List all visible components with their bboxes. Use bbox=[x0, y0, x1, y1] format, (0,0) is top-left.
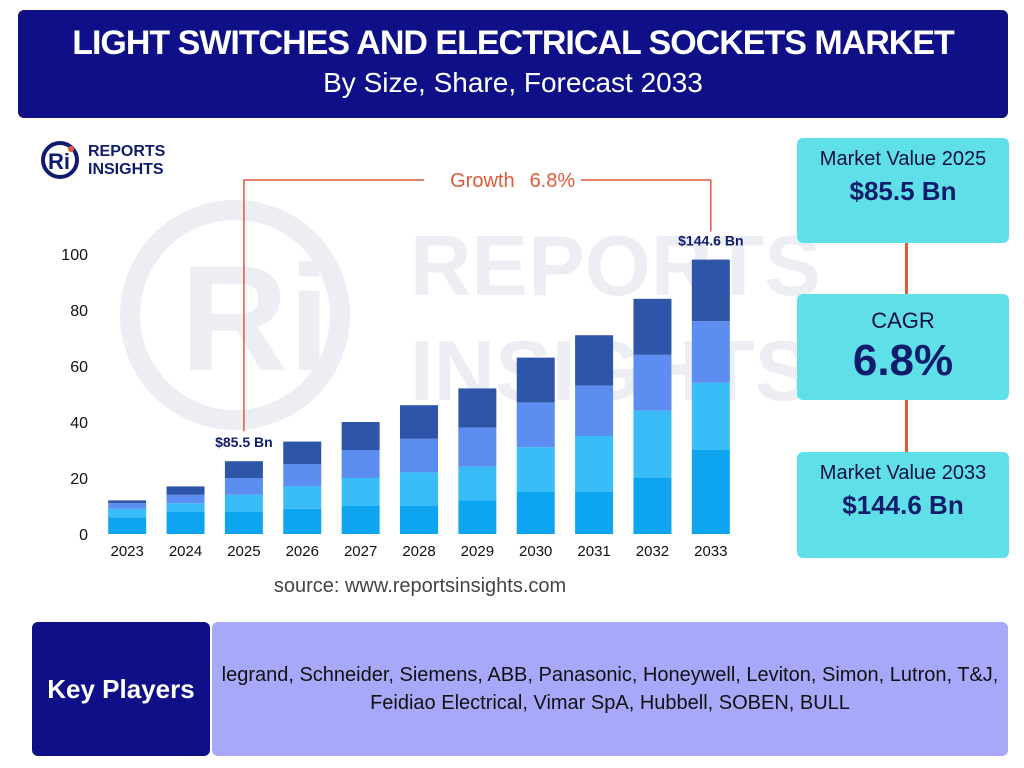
market-value-2025-value: $85.5 Bn bbox=[849, 176, 957, 206]
x-axis: 2023 2024 2025 2026 2027 2028 2029 2030 2031 2032… bbox=[110, 543, 727, 560]
ri-logo-icon: Ri bbox=[41, 141, 79, 179]
growth-annotation: Growth 6.8% bbox=[243, 170, 712, 432]
bar-segment-2025-4 bbox=[224, 461, 263, 478]
bar-segment-2026-1 bbox=[283, 508, 322, 534]
bar-segment-2033-1 bbox=[691, 450, 730, 534]
value-annotation-2033: $144.6 Bn bbox=[678, 233, 743, 249]
bar-segment-2027-2 bbox=[341, 478, 380, 506]
bar-segment-2027-1 bbox=[341, 506, 380, 534]
x-tick-label: 2024 bbox=[169, 543, 202, 560]
bar-segment-2030-2 bbox=[516, 447, 555, 492]
bar-segment-2028-1 bbox=[400, 506, 438, 534]
x-tick-label: 2032 bbox=[636, 543, 669, 560]
bar-segment-2031-4 bbox=[575, 335, 614, 386]
x-tick-label: 2028 bbox=[402, 543, 435, 560]
y-tick-label: 80 bbox=[70, 303, 88, 320]
y-tick-label: 60 bbox=[70, 359, 88, 376]
bar-segment-2024-2 bbox=[166, 503, 205, 512]
connector-line bbox=[905, 400, 908, 452]
growth-label: Growth bbox=[450, 170, 514, 192]
y-tick-label: 100 bbox=[61, 247, 88, 264]
cagr-box: CAGR 6.8% bbox=[797, 294, 1009, 400]
market-value-2033-box: Market Value 2033 $144.6 Bn bbox=[797, 452, 1009, 558]
cagr-label: CAGR bbox=[871, 308, 935, 333]
x-tick-label: 2023 bbox=[110, 543, 143, 560]
cagr-value: 6.8% bbox=[852, 336, 954, 385]
watermark-text-1: REPORTS bbox=[410, 219, 820, 314]
bar-segment-2033-3 bbox=[691, 321, 730, 383]
bar-segment-2024-3 bbox=[166, 494, 205, 504]
x-tick-label: 2025 bbox=[227, 543, 260, 560]
bar-segment-2025-1 bbox=[224, 511, 263, 534]
value-annotations: $85.5 Bn $144.6 Bn bbox=[215, 233, 743, 451]
y-tick-label: 0 bbox=[79, 527, 88, 544]
bar-segment-2023-4 bbox=[108, 500, 147, 504]
x-tick-label: 2031 bbox=[577, 543, 610, 560]
bar-segment-2024-1 bbox=[166, 511, 205, 534]
bar-segment-2027-4 bbox=[341, 422, 380, 450]
y-tick-label: 40 bbox=[70, 415, 88, 432]
growth-line-left bbox=[243, 179, 424, 432]
bar-segment-2030-4 bbox=[516, 357, 555, 403]
bar-segment-2032-3 bbox=[633, 354, 672, 411]
y-axis: 0 20 40 60 80 100 bbox=[61, 247, 88, 544]
x-tick-label: 2033 bbox=[694, 543, 727, 560]
bar-segment-2028-4 bbox=[400, 405, 438, 439]
bar-segment-2029-1 bbox=[458, 500, 497, 534]
x-tick-label: 2026 bbox=[286, 543, 319, 560]
value-annotation-2025: $85.5 Bn bbox=[215, 434, 273, 450]
growth-line-right bbox=[580, 179, 712, 232]
market-value-2025-label: Market Value 2025 bbox=[819, 148, 987, 170]
bar-segment-2026-3 bbox=[283, 464, 322, 487]
bar-segment-2033-2 bbox=[691, 382, 730, 450]
page-title: LIGHT SWITCHES AND ELECTRICAL SOCKETS MA… bbox=[72, 24, 955, 62]
x-tick-label: 2029 bbox=[461, 543, 494, 560]
bar-segment-2025-2 bbox=[224, 494, 263, 512]
connector-line bbox=[905, 243, 908, 294]
logo-line-2: INSIGHTS bbox=[88, 161, 164, 178]
y-tick-label: 20 bbox=[70, 471, 88, 488]
bars bbox=[108, 259, 730, 534]
bar-segment-2030-1 bbox=[516, 492, 555, 534]
x-tick-label: 2027 bbox=[344, 543, 377, 560]
svg-text:Ri: Ri bbox=[48, 149, 70, 174]
bar-segment-2033-4 bbox=[691, 259, 730, 322]
bar-segment-2032-2 bbox=[633, 410, 672, 478]
bar-segment-2030-3 bbox=[516, 402, 555, 448]
svg-text:Ri: Ri bbox=[180, 234, 330, 402]
bar-segment-2029-2 bbox=[458, 466, 497, 501]
market-value-2033-value: $144.6 Bn bbox=[842, 490, 964, 520]
growth-value: 6.8% bbox=[530, 170, 576, 192]
bar-segment-2025-3 bbox=[224, 478, 263, 495]
brand-logo: Ri REPORTS INSIGHTS bbox=[40, 140, 180, 184]
key-players-label: Key Players bbox=[32, 622, 210, 756]
bar-segment-2027-3 bbox=[341, 450, 380, 478]
source-text: source: www.reportsinsights.com bbox=[273, 575, 567, 597]
page-subtitle: By Size, Share, Forecast 2033 bbox=[323, 67, 703, 98]
bar-segment-2029-4 bbox=[458, 388, 497, 428]
bar-segment-2026-2 bbox=[283, 486, 322, 509]
bar-segment-2031-3 bbox=[575, 385, 614, 436]
bar-segment-2032-1 bbox=[633, 478, 672, 534]
bar-segment-2031-1 bbox=[575, 492, 614, 534]
bar-segment-2028-2 bbox=[400, 472, 438, 506]
market-value-2025-box: Market Value 2025 $85.5 Bn bbox=[797, 138, 1009, 243]
bar-segment-2026-4 bbox=[283, 441, 322, 464]
bar-segment-2024-4 bbox=[166, 486, 205, 495]
bar-segment-2029-3 bbox=[458, 427, 497, 467]
bar-segment-2028-3 bbox=[400, 438, 438, 473]
key-players-list: legrand, Schneider, Siemens, ABB, Panaso… bbox=[212, 622, 1008, 756]
market-value-2033-label: Market Value 2033 bbox=[819, 462, 987, 484]
bar-segment-2032-4 bbox=[633, 298, 672, 355]
bar-segment-2023-2 bbox=[108, 508, 147, 518]
bar-segment-2023-1 bbox=[108, 517, 147, 534]
x-tick-label: 2030 bbox=[519, 543, 552, 560]
header-banner: LIGHT SWITCHES AND ELECTRICAL SOCKETS MA… bbox=[18, 10, 1008, 118]
bar-segment-2031-2 bbox=[575, 436, 614, 492]
logo-line-1: REPORTS bbox=[88, 143, 166, 160]
logo-text: REPORTS INSIGHTS bbox=[88, 143, 165, 179]
bar-segment-2023-3 bbox=[108, 503, 147, 509]
